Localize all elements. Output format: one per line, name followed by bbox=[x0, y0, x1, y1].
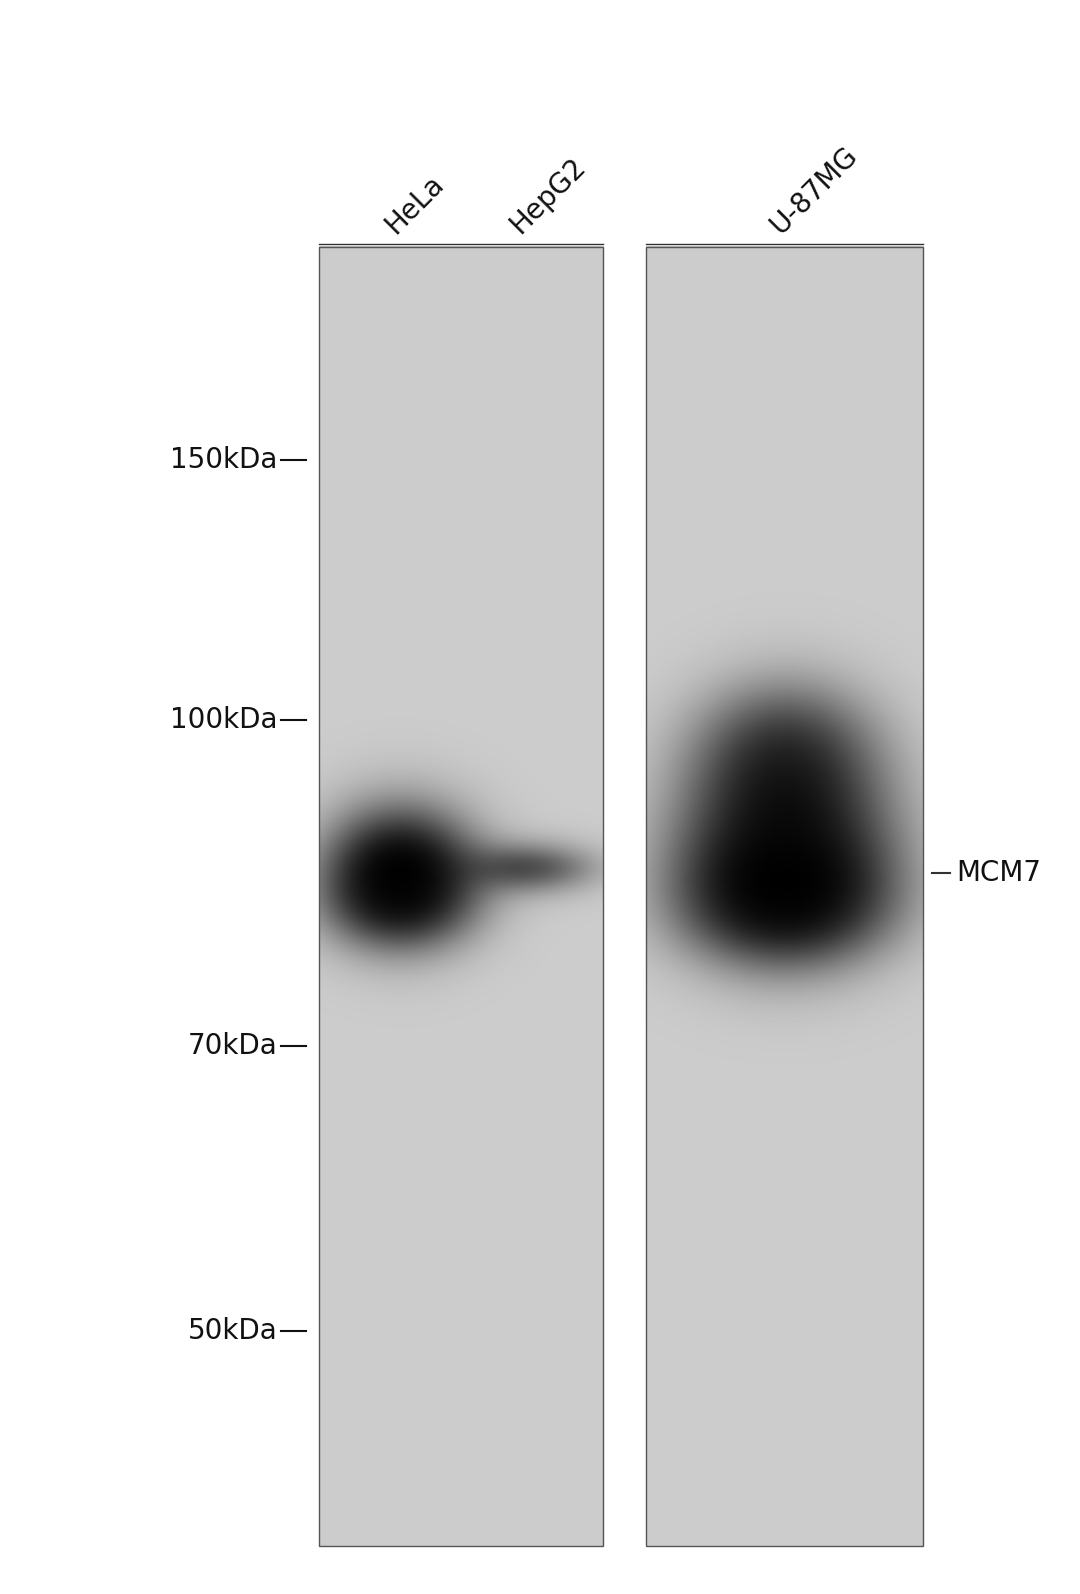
Bar bbox=[646, 247, 923, 1546]
Text: 50kDa: 50kDa bbox=[188, 1317, 278, 1344]
Text: 150kDa: 150kDa bbox=[171, 446, 278, 473]
Text: HeLa: HeLa bbox=[380, 169, 449, 239]
Text: MCM7: MCM7 bbox=[956, 859, 1041, 888]
Text: HepG2: HepG2 bbox=[504, 153, 592, 239]
Text: 70kDa: 70kDa bbox=[188, 1031, 278, 1060]
Text: 100kDa: 100kDa bbox=[170, 706, 278, 733]
Bar bbox=[319, 247, 603, 1546]
Text: U-87MG: U-87MG bbox=[765, 140, 863, 239]
